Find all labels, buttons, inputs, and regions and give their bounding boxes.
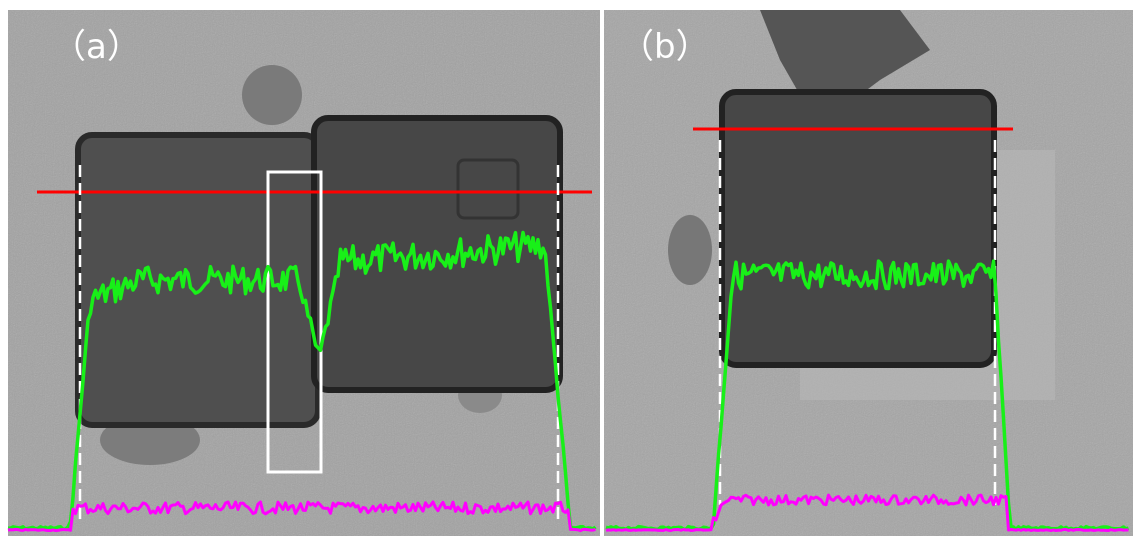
panel-a: （a） (8, 10, 600, 536)
figure: （a） （b） (0, 0, 1133, 536)
panel-b: （b） (604, 10, 1133, 536)
panel-label: （b） (620, 27, 710, 67)
page: {"panels": [{"label": "（a）"}, {"label": … (0, 0, 1133, 536)
cube (722, 92, 994, 365)
particle (242, 65, 302, 125)
particle (668, 215, 712, 285)
panel-label: （a） (52, 27, 141, 67)
